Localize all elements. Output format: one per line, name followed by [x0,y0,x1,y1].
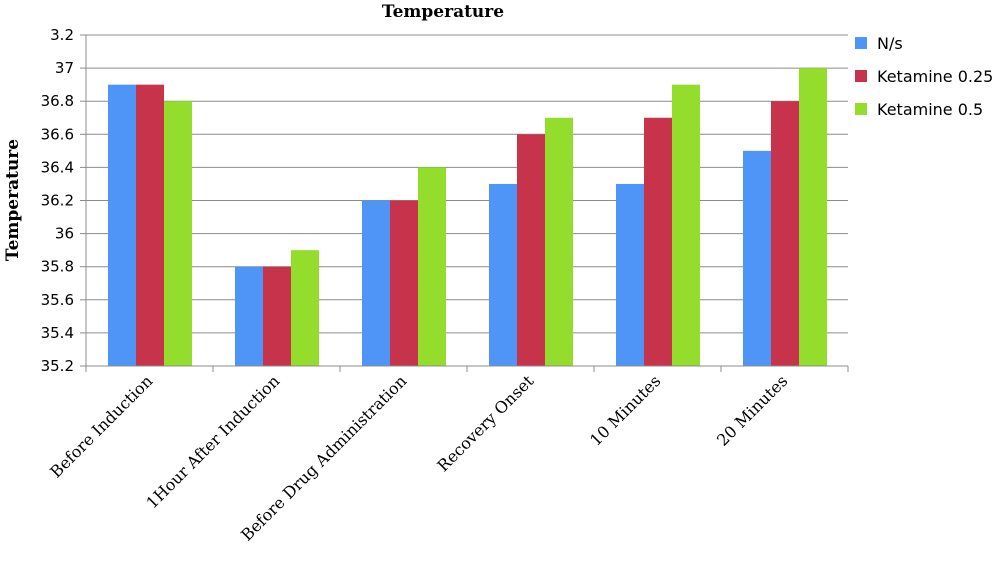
y-tick-label: 35.8 [41,258,74,276]
legend-label: N/s [877,34,903,53]
bar [263,266,291,366]
bar [489,183,517,366]
bar [799,68,827,366]
bar [235,266,263,366]
chart-title: Temperature [382,2,504,22]
bar [136,84,164,367]
legend-swatch [855,37,867,49]
bar [291,250,319,366]
bar [390,200,418,366]
y-tick-label: 35.2 [41,357,74,375]
y-tick-label: 36.2 [41,192,74,210]
x-tick-label: Recovery Onset [433,371,537,475]
legend-label: Ketamine 0.25 [877,67,993,86]
y-axis-label: Temperature [3,139,23,261]
x-tick-label: Before Induction [46,371,156,481]
gridlines [86,34,848,367]
y-tick-label: 35.4 [41,324,74,342]
legend: N/s Ketamine 0.25 Ketamine 0.5 [855,34,993,119]
bar [616,183,644,366]
legend-swatch [855,70,867,82]
bar [418,167,446,366]
bar [517,134,545,366]
y-tick-label: 35.6 [41,291,74,309]
bar [644,117,672,366]
legend-label: Ketamine 0.5 [877,100,983,119]
y-tick-label: 36 [55,225,74,243]
x-tick-label: 20 Minutes [713,371,791,449]
y-tick-label: 36.8 [41,92,74,110]
y-tick-label: 3.2 [50,26,74,44]
bar [672,84,700,367]
bar [362,200,390,366]
x-tick-label: 10 Minutes [586,371,664,449]
y-tick-label: 37 [55,59,74,77]
legend-swatch [855,103,867,115]
bar [108,84,136,367]
bar [545,117,573,366]
bar [164,101,192,366]
y-tick-label: 36.6 [41,125,74,143]
x-tick-label: 1Hour After Induction [142,371,283,512]
y-tick-label: 36.4 [41,158,74,176]
axes [80,34,849,372]
bar [743,150,771,366]
y-tick-labels: 35.2 35.4 35.6 35.8 36 36.2 36.4 36.6 36.8 37 3.2 [41,26,74,375]
bars [108,68,827,367]
bar [771,101,799,366]
